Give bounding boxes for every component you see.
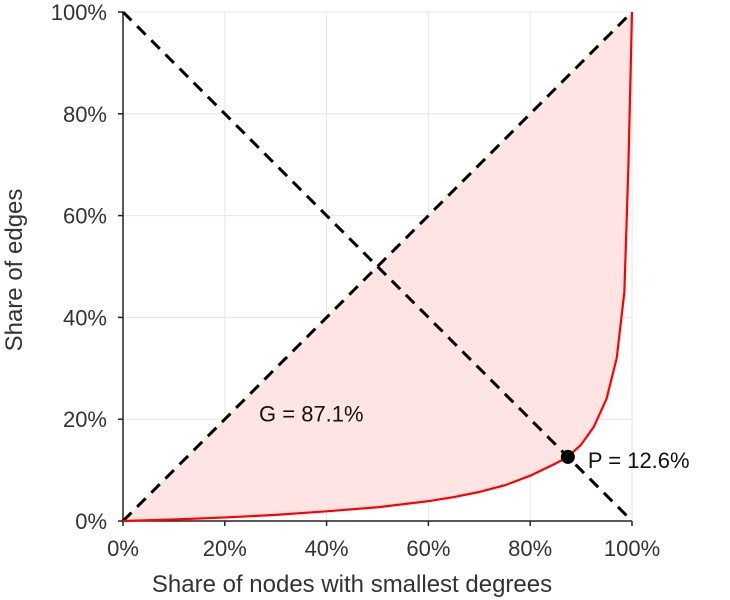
series (121, 10, 634, 523)
x-tick-label: 20% (203, 536, 247, 561)
y-tick-label: 80% (63, 102, 107, 127)
axes (118, 11, 633, 526)
area-fill (123, 12, 632, 521)
tick-labels: 0% 20% 40% 60% 80% 100% 0% 20% 40% 60% 80% 100% (51, 0, 660, 561)
y-tick-label: 60% (63, 204, 107, 229)
x-tick-label: 0% (107, 536, 139, 561)
y-tick-label: 20% (63, 407, 107, 432)
x-tick-label: 80% (508, 536, 552, 561)
x-tick-label: 60% (406, 536, 450, 561)
y-tick-label: 100% (51, 0, 107, 25)
point-p (560, 449, 575, 464)
x-tick-label: 100% (604, 536, 660, 561)
x-axis-label: Share of nodes with smallest degrees (152, 571, 552, 598)
lorenz-curve (122, 11, 634, 523)
y-axis-label: Share of edges (1, 189, 28, 352)
y-tick-label: 40% (63, 305, 107, 330)
point-label: P = 12.6% (588, 448, 690, 473)
gini-label: G = 87.1% (259, 402, 364, 427)
y-tick-label: 0% (75, 509, 107, 534)
gini-area (123, 12, 632, 521)
points: P = 12.6% (560, 448, 690, 473)
annotations: G = 87.1% (259, 402, 364, 427)
x-tick-label: 40% (305, 536, 349, 561)
